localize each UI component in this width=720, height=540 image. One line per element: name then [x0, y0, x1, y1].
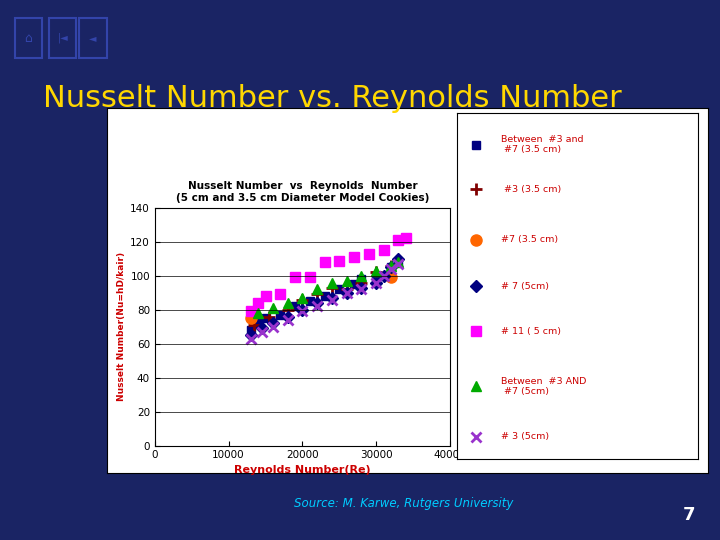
Text: # 11 ( 5 cm): # 11 ( 5 cm): [500, 327, 561, 336]
Bar: [79, 18, 107, 58]
Text: 7: 7: [683, 506, 695, 524]
Text: Source: M. Karwe, Rutgers University: Source: M. Karwe, Rutgers University: [294, 497, 513, 510]
Y-axis label: Nusselt Number(Nu=hD/kair): Nusselt Number(Nu=hD/kair): [117, 252, 126, 401]
Text: Nusselt Number vs. Reynolds Number: Nusselt Number vs. Reynolds Number: [43, 84, 622, 113]
X-axis label: Reynolds Number(Re): Reynolds Number(Re): [234, 464, 371, 475]
Text: #7 (3.5 cm): #7 (3.5 cm): [500, 235, 558, 244]
Text: # 7 (5cm): # 7 (5cm): [500, 282, 549, 291]
Text: #3 (3.5 cm): #3 (3.5 cm): [500, 185, 561, 194]
Text: Between  #3 AND
 #7 (5cm): Between #3 AND #7 (5cm): [500, 377, 586, 396]
Text: ◄: ◄: [89, 33, 96, 43]
Text: Between  #3 and
 #7 (3.5 cm): Between #3 and #7 (3.5 cm): [500, 135, 583, 154]
Text: ⌂: ⌂: [24, 31, 32, 45]
Title: Nusselt Number  vs  Reynolds  Number
(5 cm and 3.5 cm Diameter Model Cookies): Nusselt Number vs Reynolds Number (5 cm …: [176, 181, 429, 203]
Bar: [15, 18, 42, 58]
Text: # 3 (5cm): # 3 (5cm): [500, 432, 549, 441]
Text: |◄: |◄: [58, 33, 68, 43]
Bar: [49, 18, 76, 58]
